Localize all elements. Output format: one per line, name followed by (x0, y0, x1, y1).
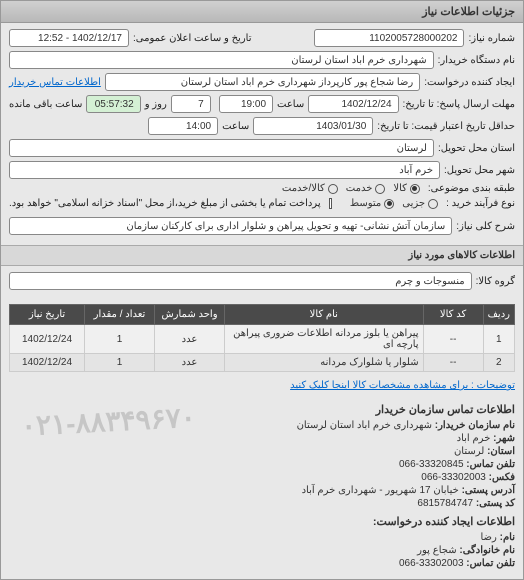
deadline-time-field: 19:00 (219, 95, 273, 113)
province-field: لرستان (9, 139, 434, 157)
col-qty: تعداد / مقدار (85, 305, 155, 325)
radio-service-label: خدمت (346, 183, 373, 194)
goods-section-title: اطلاعات کالاهای مورد نیاز (1, 245, 523, 266)
cell: -- (423, 354, 483, 372)
radio-dot-icon (375, 184, 385, 194)
form-area: شماره نیاز: 1102005728000202 تاریخ و ساع… (1, 23, 523, 245)
main-panel: جزئیات اطلاعات نیاز شماره نیاز: 11020057… (0, 0, 524, 580)
cell: 2 (483, 354, 514, 372)
datetime-label: تاریخ و ساعت اعلان عمومی: (133, 33, 252, 44)
cell: 1 (85, 354, 155, 372)
cprovince-value: لرستان (454, 446, 484, 457)
contact-title: اطلاعات تماس سازمان خریدار (9, 403, 515, 416)
cell: عدد (155, 325, 225, 354)
table-row[interactable]: 2 -- شلوار یا شلوارک مردانه عدد 1 1402/1… (10, 354, 515, 372)
number-label: شماره نیاز: (468, 33, 515, 44)
remaining-time-field: 05:57:32 (86, 95, 140, 113)
cell: 1 (483, 325, 514, 354)
radio-dot-icon (384, 199, 394, 209)
radio-dot-icon (410, 184, 420, 194)
radio-partial-label: جزیی (402, 198, 425, 209)
ccphone-value: 33302003-066 (399, 558, 464, 569)
deadline-date-field: 1402/12/24 (308, 95, 398, 113)
radio-dot-icon (328, 184, 338, 194)
contact-link[interactable]: اطلاعات تماس خریدار (9, 77, 101, 88)
panel-title: جزئیات اطلاعات نیاز (1, 1, 523, 23)
validity-date-field: 1403/01/30 (253, 117, 373, 135)
ccity-label: شهر: (493, 433, 515, 444)
radio-medium-label: متوسط (350, 198, 381, 209)
city-field: خرم آباد (9, 161, 440, 179)
goods-group-label: گروه کالا: (476, 276, 515, 287)
province-label: استان محل تحویل: (438, 143, 515, 154)
radio-goods-label: کالا (393, 183, 407, 194)
cprovince-label: استان: (487, 446, 515, 457)
desc-label: شرح کلی نیاز: (456, 221, 515, 232)
payment-checkbox[interactable] (329, 198, 332, 209)
cphone-label: تلفن تماس: (466, 459, 515, 470)
ccphone-label: تلفن تماس: (466, 558, 515, 569)
col-date: تاریخ نیاز (10, 305, 85, 325)
day-label: روز و (145, 99, 167, 110)
goods-table-wrap: ردیف کد کالا نام کالا واحد شمارش تعداد /… (1, 300, 523, 376)
goods-group-field: منسوجات و چرم (9, 272, 472, 290)
caddress-label: آدرس پستی: (462, 485, 515, 496)
cpostal-label: کد پستی: (476, 498, 515, 509)
purchase-type-label: نوع فرآیند خرید : (446, 198, 515, 209)
cfax-label: فکس: (489, 472, 515, 483)
radio-both-label: کالا/خدمت (282, 183, 325, 194)
radio-medium[interactable]: متوسط (350, 198, 394, 209)
category-label: طبقه بندی موضوعی: (428, 183, 515, 194)
col-name: نام کالا (225, 305, 424, 325)
footer-link[interactable]: توضیحات : برای مشاهده مشخصات کالا اینجا … (1, 376, 523, 395)
ccity-value: خرم اباد (457, 433, 491, 444)
time-label-1: ساعت (277, 99, 304, 110)
cfax-value: 33302003-066 (421, 472, 486, 483)
number-field: 1102005728000202 (314, 29, 464, 47)
fname-value: رضا (480, 532, 496, 543)
desc-field: سازمان آتش نشانی- تهیه و تحویل پیراهن و … (9, 217, 452, 235)
table-row[interactable]: 1 -- پیراهن یا بلوز مردانه اطلاعات ضروری… (10, 325, 515, 354)
creator-title: اطلاعات ایجاد کننده درخواست: (9, 515, 515, 528)
deadline-label: مهلت ارسال پاسخ: تا تاریخ: (403, 99, 515, 110)
col-code: کد کالا (423, 305, 483, 325)
goods-table: ردیف کد کالا نام کالا واحد شمارش تعداد /… (9, 304, 515, 372)
buyer-label: نام دستگاه خریدار: (438, 55, 515, 66)
lname-value: شجاع پور (417, 545, 456, 556)
datetime-field: 1402/12/17 - 12:52 (9, 29, 129, 47)
validity-label: حداقل تاریخ اعتبار قیمت: تا تاریخ: (377, 121, 515, 132)
time-label-2: ساعت (222, 121, 249, 132)
radio-service[interactable]: خدمت (346, 183, 386, 194)
org-label: نام سازمان خریدار: (435, 420, 515, 431)
radio-both[interactable]: کالا/خدمت (282, 183, 338, 194)
col-unit: واحد شمارش (155, 305, 225, 325)
contact-section: ۰۲۱-۸۸۳۴۹۶۷۰ اطلاعات تماس سازمان خریدار … (1, 395, 523, 579)
table-header-row: ردیف کد کالا نام کالا واحد شمارش تعداد /… (10, 305, 515, 325)
lname-label: نام خانوادگی: (459, 545, 515, 556)
remaining-label: ساعت باقی مانده (9, 99, 82, 110)
payment-note: پرداخت تمام یا بخشی از مبلغ خرید،از محل … (9, 198, 321, 209)
requester-field: رضا شجاع پور کارپرداز شهرداری خرم اباد ا… (105, 73, 420, 91)
fname-label: نام: (500, 532, 515, 543)
cell: 1402/12/24 (10, 354, 85, 372)
requester-label: ایجاد کننده درخواست: (424, 77, 515, 88)
cell: 1 (85, 325, 155, 354)
cell: -- (423, 325, 483, 354)
cphone-value: 33320845-066 (399, 459, 464, 470)
radio-partial[interactable]: جزیی (402, 198, 438, 209)
buyer-field: شهرداری خرم اباد استان لرستان (9, 51, 434, 69)
cpostal-value: 6815784747 (417, 498, 473, 509)
validity-time-field: 14:00 (148, 117, 218, 135)
col-index: ردیف (483, 305, 514, 325)
radio-dot-icon (428, 199, 438, 209)
cell: عدد (155, 354, 225, 372)
cell: پیراهن یا بلوز مردانه اطلاعات ضروری پیرا… (225, 325, 424, 354)
org-value: شهرداری خرم اباد استان لرستان (297, 420, 432, 431)
caddress-value: خیابان 17 شهریور - شهرداری خرم آباد (302, 485, 459, 496)
cell: شلوار یا شلوارک مردانه (225, 354, 424, 372)
cell: 1402/12/24 (10, 325, 85, 354)
days-field: 7 (171, 95, 211, 113)
radio-goods[interactable]: کالا (393, 183, 420, 194)
city-label: شهر محل تحویل: (444, 165, 515, 176)
